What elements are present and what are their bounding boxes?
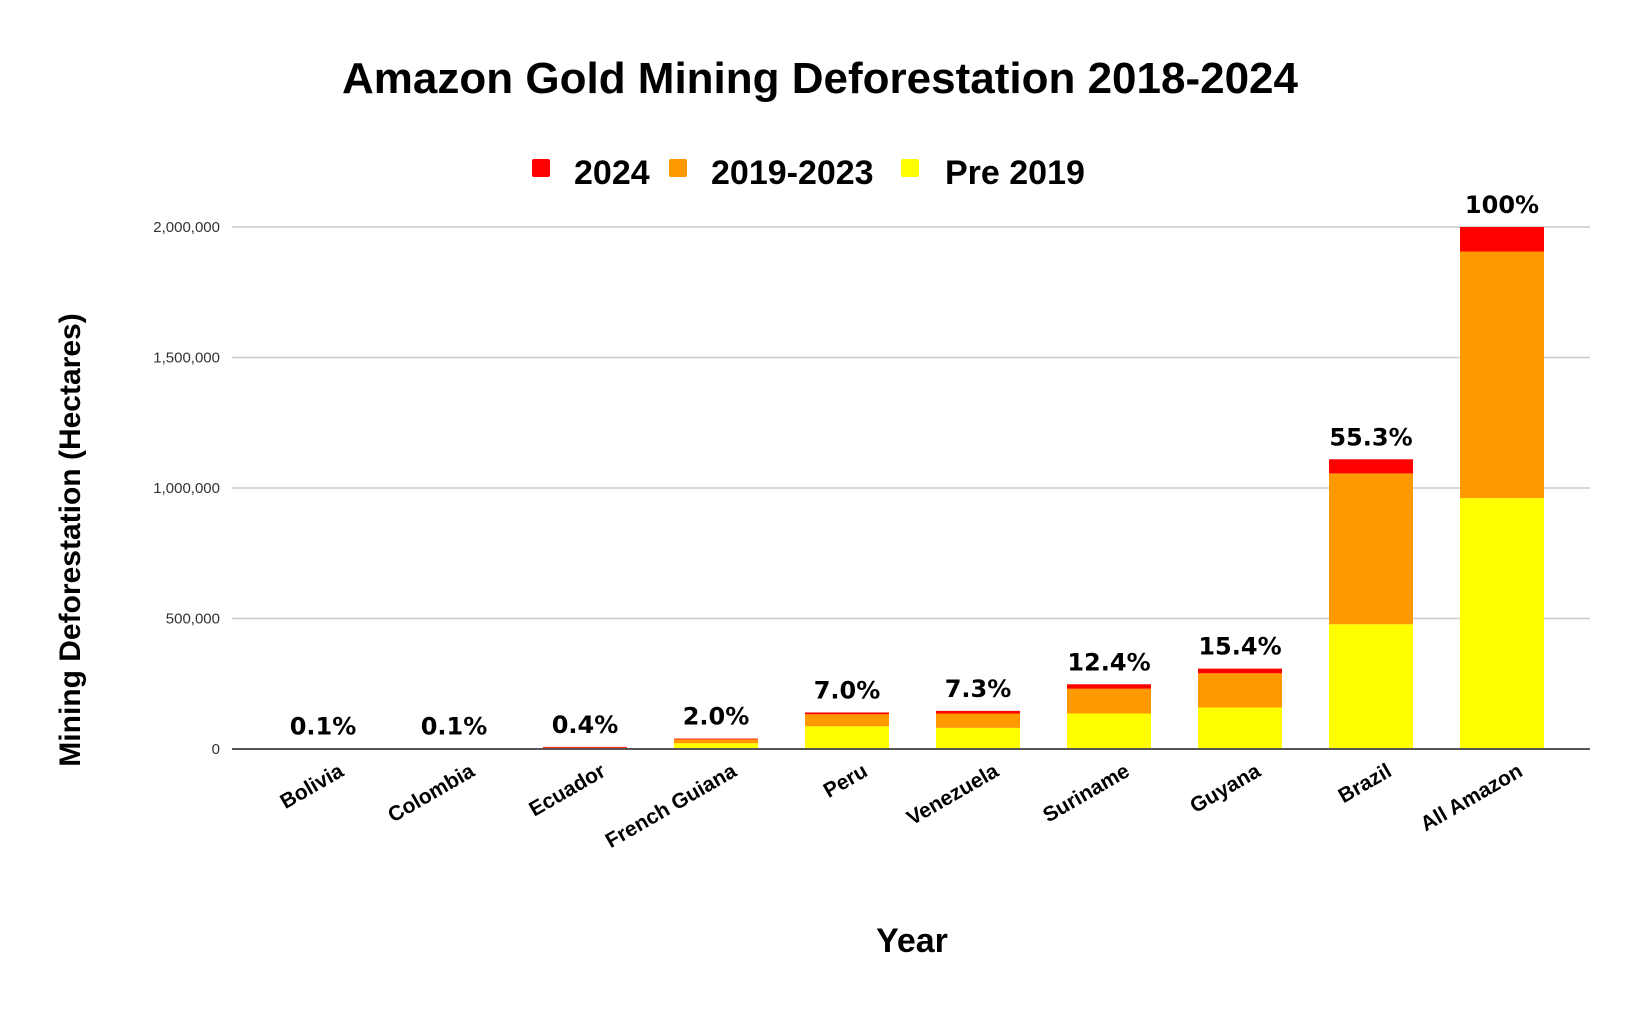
bar-segment-2024 bbox=[1329, 459, 1413, 474]
x-tick-label: All Amazon bbox=[1417, 759, 1527, 836]
x-axis-title: Year bbox=[876, 922, 948, 960]
legend: 2024 2019-2023 Pre 2019 bbox=[532, 154, 1085, 192]
data-label: 55.3% bbox=[1329, 423, 1412, 451]
x-tick-label: Colombia bbox=[384, 759, 479, 827]
x-tick-label: Ecuador bbox=[525, 759, 609, 821]
legend-swatch bbox=[532, 159, 550, 177]
bars bbox=[281, 227, 1544, 750]
x-tick-label: Peru bbox=[820, 759, 872, 802]
legend-swatch bbox=[901, 159, 919, 177]
bar-segment-pre-2019 bbox=[1460, 498, 1544, 749]
bar-segment-pre-2019 bbox=[1198, 707, 1282, 749]
data-label: 15.4% bbox=[1198, 633, 1281, 661]
y-tick-label: 0 bbox=[212, 741, 220, 758]
bar-segment-2019-2023 bbox=[936, 713, 1020, 728]
x-tick-label: French Guiana bbox=[602, 759, 741, 853]
data-label: 100% bbox=[1465, 191, 1539, 219]
bar-segment-2019-2023 bbox=[674, 739, 758, 744]
bar-segment-pre-2019 bbox=[1067, 713, 1151, 749]
x-tick-label: Bolivia bbox=[276, 759, 347, 814]
bar-segment-2019-2023 bbox=[1198, 673, 1282, 708]
y-tick-label: 500,000 bbox=[166, 611, 220, 628]
bar-segment-2019-2023 bbox=[1329, 473, 1413, 625]
x-tick-label: Venezuela bbox=[903, 759, 1003, 830]
bar-segment-2024 bbox=[674, 738, 758, 740]
data-label: 7.0% bbox=[814, 676, 881, 704]
chart-title: Amazon Gold Mining Deforestation 2018-20… bbox=[342, 54, 1298, 103]
bar-segment-2019-2023 bbox=[1067, 688, 1151, 714]
data-label: 12.4% bbox=[1067, 648, 1150, 676]
legend-swatch bbox=[669, 159, 687, 177]
data-label: 0.4% bbox=[552, 711, 619, 739]
data-label: 7.3% bbox=[945, 675, 1012, 703]
y-axis-ticks: 0 500,000 1,000,000 1,500,000 2,000,000 bbox=[153, 219, 220, 758]
bar-segment-2019-2023 bbox=[543, 747, 627, 749]
legend-label: 2019-2023 bbox=[711, 154, 874, 192]
data-label: 2.0% bbox=[683, 703, 750, 731]
y-tick-label: 1,500,000 bbox=[153, 350, 220, 367]
data-label: 0.1% bbox=[290, 712, 357, 740]
bar-segment-pre-2019 bbox=[1329, 624, 1413, 749]
bar-segment-2024 bbox=[1460, 227, 1544, 252]
bar-segment-pre-2019 bbox=[805, 726, 889, 749]
bar-segment-2024 bbox=[805, 712, 889, 715]
bar-segment-2024 bbox=[936, 710, 1020, 714]
bar-segment-2024 bbox=[543, 746, 627, 748]
legend-label: Pre 2019 bbox=[945, 154, 1085, 192]
bar-segment-2019-2023 bbox=[805, 714, 889, 727]
data-labels: 0.1% 0.1% 0.4% 2.0% 7.0% 7.3% 12.4% 15.4% 55.3% 1… bbox=[290, 191, 1539, 740]
x-tick-label: Suriname bbox=[1039, 759, 1133, 827]
bar-segment-pre-2019 bbox=[936, 727, 1020, 749]
x-tick-label: Brazil bbox=[1334, 759, 1395, 808]
x-tick-label: Guyana bbox=[1186, 759, 1264, 818]
bar-segment-2024 bbox=[1198, 668, 1282, 674]
y-axis-title: Mining Deforestation (Hectares) bbox=[54, 313, 87, 766]
bar-segment-2019-2023 bbox=[1460, 251, 1544, 499]
bar-segment-2024 bbox=[1067, 684, 1151, 689]
y-tick-label: 2,000,000 bbox=[153, 219, 220, 236]
legend-label: 2024 bbox=[574, 154, 650, 192]
y-tick-label: 1,000,000 bbox=[153, 480, 220, 497]
data-label: 0.1% bbox=[421, 712, 488, 740]
bar-segment-pre-2019 bbox=[674, 743, 758, 749]
